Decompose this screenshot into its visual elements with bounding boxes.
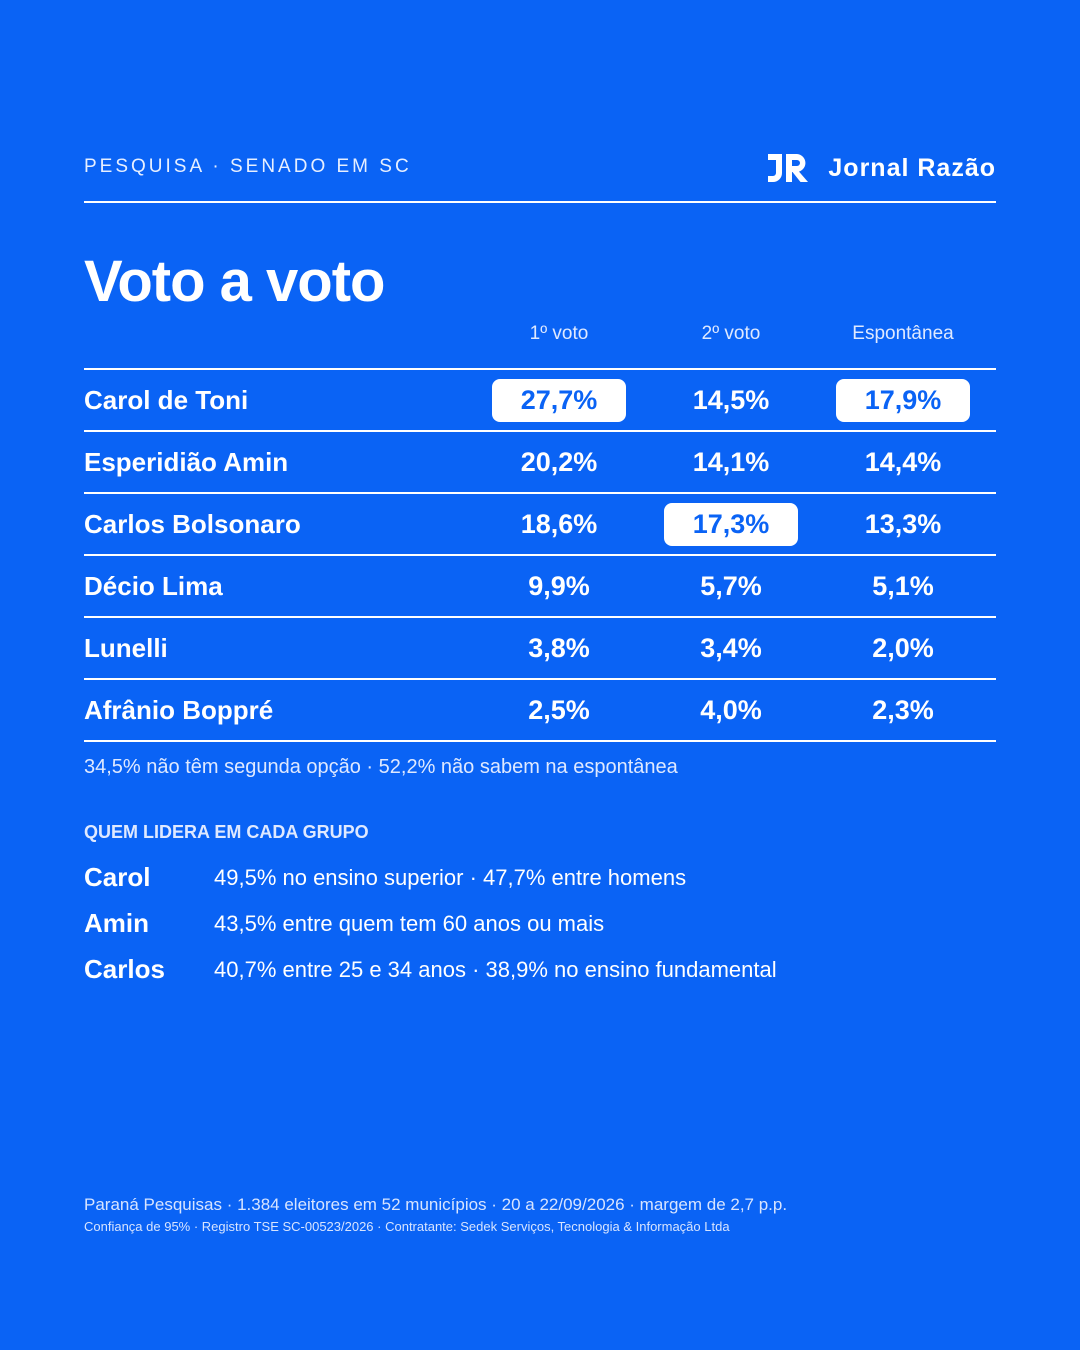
leader-detail: 43,5% entre quem tem 60 anos ou mais [214, 911, 605, 936]
table-row: Afrânio Boppré 2,5% 4,0% 2,3% [84, 680, 996, 742]
footer-source: Paraná Pesquisas · 1.384 eleitores em 52… [84, 1195, 788, 1214]
header-divider [84, 201, 996, 203]
table-note: 34,5% não têm segunda opção · 52,2% não … [84, 756, 678, 778]
value-cell: 18,6% [520, 509, 598, 539]
candidate-name: Carlos Bolsonaro [84, 509, 301, 539]
column-header-second-vote: 2º voto [701, 323, 761, 344]
column-header-first-vote: 1º voto [529, 323, 589, 344]
results-table: Carol de Toni 27,7% 14,5% 17,9% Esperidi… [84, 368, 996, 742]
group-leader-row: Carol 49,5% no ensino superior · 47,7% e… [84, 862, 996, 902]
brand: Jornal Razão [766, 148, 996, 188]
table-row: Carol de Toni 27,7% 14,5% 17,9% [84, 370, 996, 432]
value-cell: 2,3% [872, 695, 934, 725]
value-cell: 2,0% [872, 633, 934, 663]
value-cell: 3,4% [700, 633, 762, 663]
group-leader-row: Carlos 40,7% entre 25 e 34 anos · 38,9% … [84, 954, 996, 994]
candidate-name: Lunelli [84, 633, 168, 663]
value-cell: 2,5% [528, 695, 590, 725]
candidate-name: Afrânio Boppré [84, 695, 274, 725]
header: PESQUISA · SENADO EM SC Jornal Razão [84, 148, 996, 188]
table-row: Lunelli 3,8% 3,4% 2,0% [84, 618, 996, 680]
jr-monogram-icon [768, 154, 809, 182]
value-cell: 3,8% [528, 633, 590, 663]
value-cell: 14,1% [692, 447, 770, 477]
leader-name: Carlos [84, 954, 165, 984]
value-cell: 13,3% [864, 509, 942, 539]
kicker: PESQUISA · SENADO EM SC [84, 156, 412, 177]
leader-detail: 40,7% entre 25 e 34 anos · 38,9% no ensi… [214, 957, 777, 982]
value-cell: 5,7% [700, 571, 762, 601]
value-cell: 27,7% [492, 379, 626, 422]
table-row: Carlos Bolsonaro 18,6% 17,3% 13,3% [84, 494, 996, 556]
footer-registry: Confiança de 95% · Registro TSE SC-00523… [84, 1219, 730, 1234]
poll-card: PESQUISA · SENADO EM SC Jornal Razão Vot… [84, 0, 996, 1350]
leader-detail: 49,5% no ensino superior · 47,7% entre h… [214, 865, 687, 890]
value-cell: 4,0% [700, 695, 762, 725]
value-cell: 17,3% [664, 503, 798, 546]
leader-name: Amin [84, 908, 149, 938]
group-leader-row: Amin 43,5% entre quem tem 60 anos ou mai… [84, 908, 996, 948]
brand-name: Jornal Razão [828, 153, 996, 182]
column-header-spontaneous: Espontânea [852, 323, 954, 344]
value-cell: 9,9% [528, 571, 590, 601]
value-cell: 5,1% [872, 571, 934, 601]
value-cell: 20,2% [520, 447, 598, 477]
candidate-name: Décio Lima [84, 571, 223, 601]
value-cell: 17,9% [836, 379, 970, 422]
groups-heading: QUEM LIDERA EM CADA GRUPO [84, 822, 369, 842]
page-title: Voto a voto [84, 249, 385, 314]
table-row: Esperidião Amin 20,2% 14,1% 14,4% [84, 432, 996, 494]
table-row: Décio Lima 9,9% 5,7% 5,1% [84, 556, 996, 618]
candidate-name: Carol de Toni [84, 385, 249, 415]
candidate-name: Esperidião Amin [84, 447, 289, 477]
value-cell: 14,5% [692, 385, 770, 415]
leader-name: Carol [84, 862, 151, 892]
value-cell: 14,4% [864, 447, 942, 477]
